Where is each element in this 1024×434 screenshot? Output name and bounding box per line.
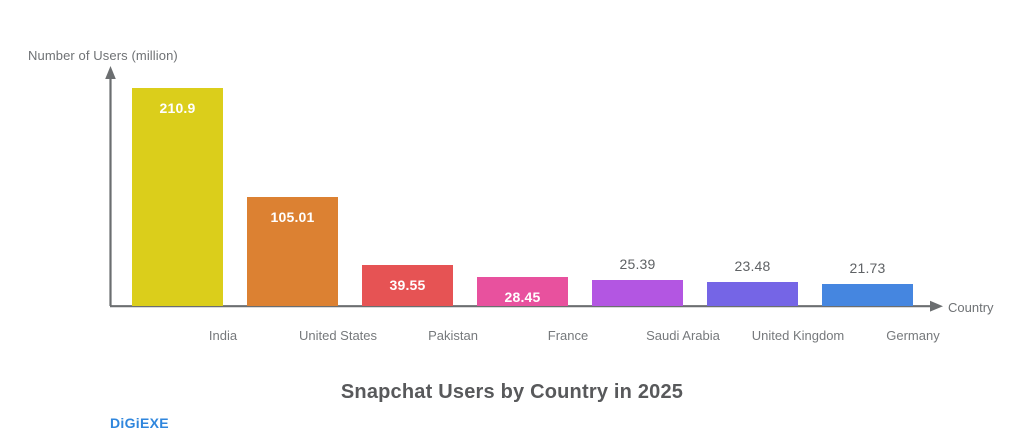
bar-group[interactable]: 210.9 [132, 66, 223, 306]
bar-group[interactable]: 39.55 [362, 66, 453, 306]
x-axis-tick-label: United States [298, 328, 378, 343]
bar[interactable] [132, 87, 223, 306]
bar-group[interactable]: 21.73 [822, 66, 913, 306]
plot-area: 210.9 105.01 39.55 28.45 25.39 23.48 21.73 [110, 66, 920, 306]
bar-group[interactable]: 25.39 [592, 66, 683, 306]
bar[interactable] [247, 197, 338, 306]
bar-value-label: 39.55 [389, 277, 426, 294]
y-axis-label: Number of Users (million) [28, 48, 178, 63]
bar[interactable] [362, 265, 453, 306]
x-axis-tick-label: Saudi Arabia [646, 328, 720, 343]
x-axis-tick-label: France [547, 328, 589, 343]
chart-title: Snapchat Users by Country in 2025 [340, 381, 684, 403]
x-axis-tick-label: India [208, 328, 238, 343]
bar-group[interactable]: 28.45 [477, 66, 568, 306]
x-axis-tick-label: Pakistan [428, 328, 478, 343]
bar-group[interactable]: 105.01 [247, 66, 338, 306]
x-axis-tick-label: Germany [886, 328, 940, 343]
watermark-logo: DiGiEXE [110, 415, 169, 431]
bar[interactable] [592, 279, 683, 306]
bar-value-label: 23.48 [734, 257, 771, 274]
bar-value-label: 105.01 [270, 209, 315, 226]
bar-value-label: 210.9 [159, 99, 196, 116]
x-axis-tick-label: United Kingdom [751, 328, 845, 343]
bar[interactable] [477, 276, 568, 306]
bar-value-label: 21.73 [849, 259, 886, 276]
bar-value-label: 25.39 [619, 255, 656, 272]
bar-group[interactable]: 23.48 [707, 66, 798, 306]
x-axis-label: Country [948, 300, 994, 315]
bar-value-label: 28.45 [504, 288, 541, 305]
bar[interactable] [707, 281, 798, 306]
x-axis-arrowhead [930, 300, 943, 312]
bar[interactable] [822, 283, 913, 306]
